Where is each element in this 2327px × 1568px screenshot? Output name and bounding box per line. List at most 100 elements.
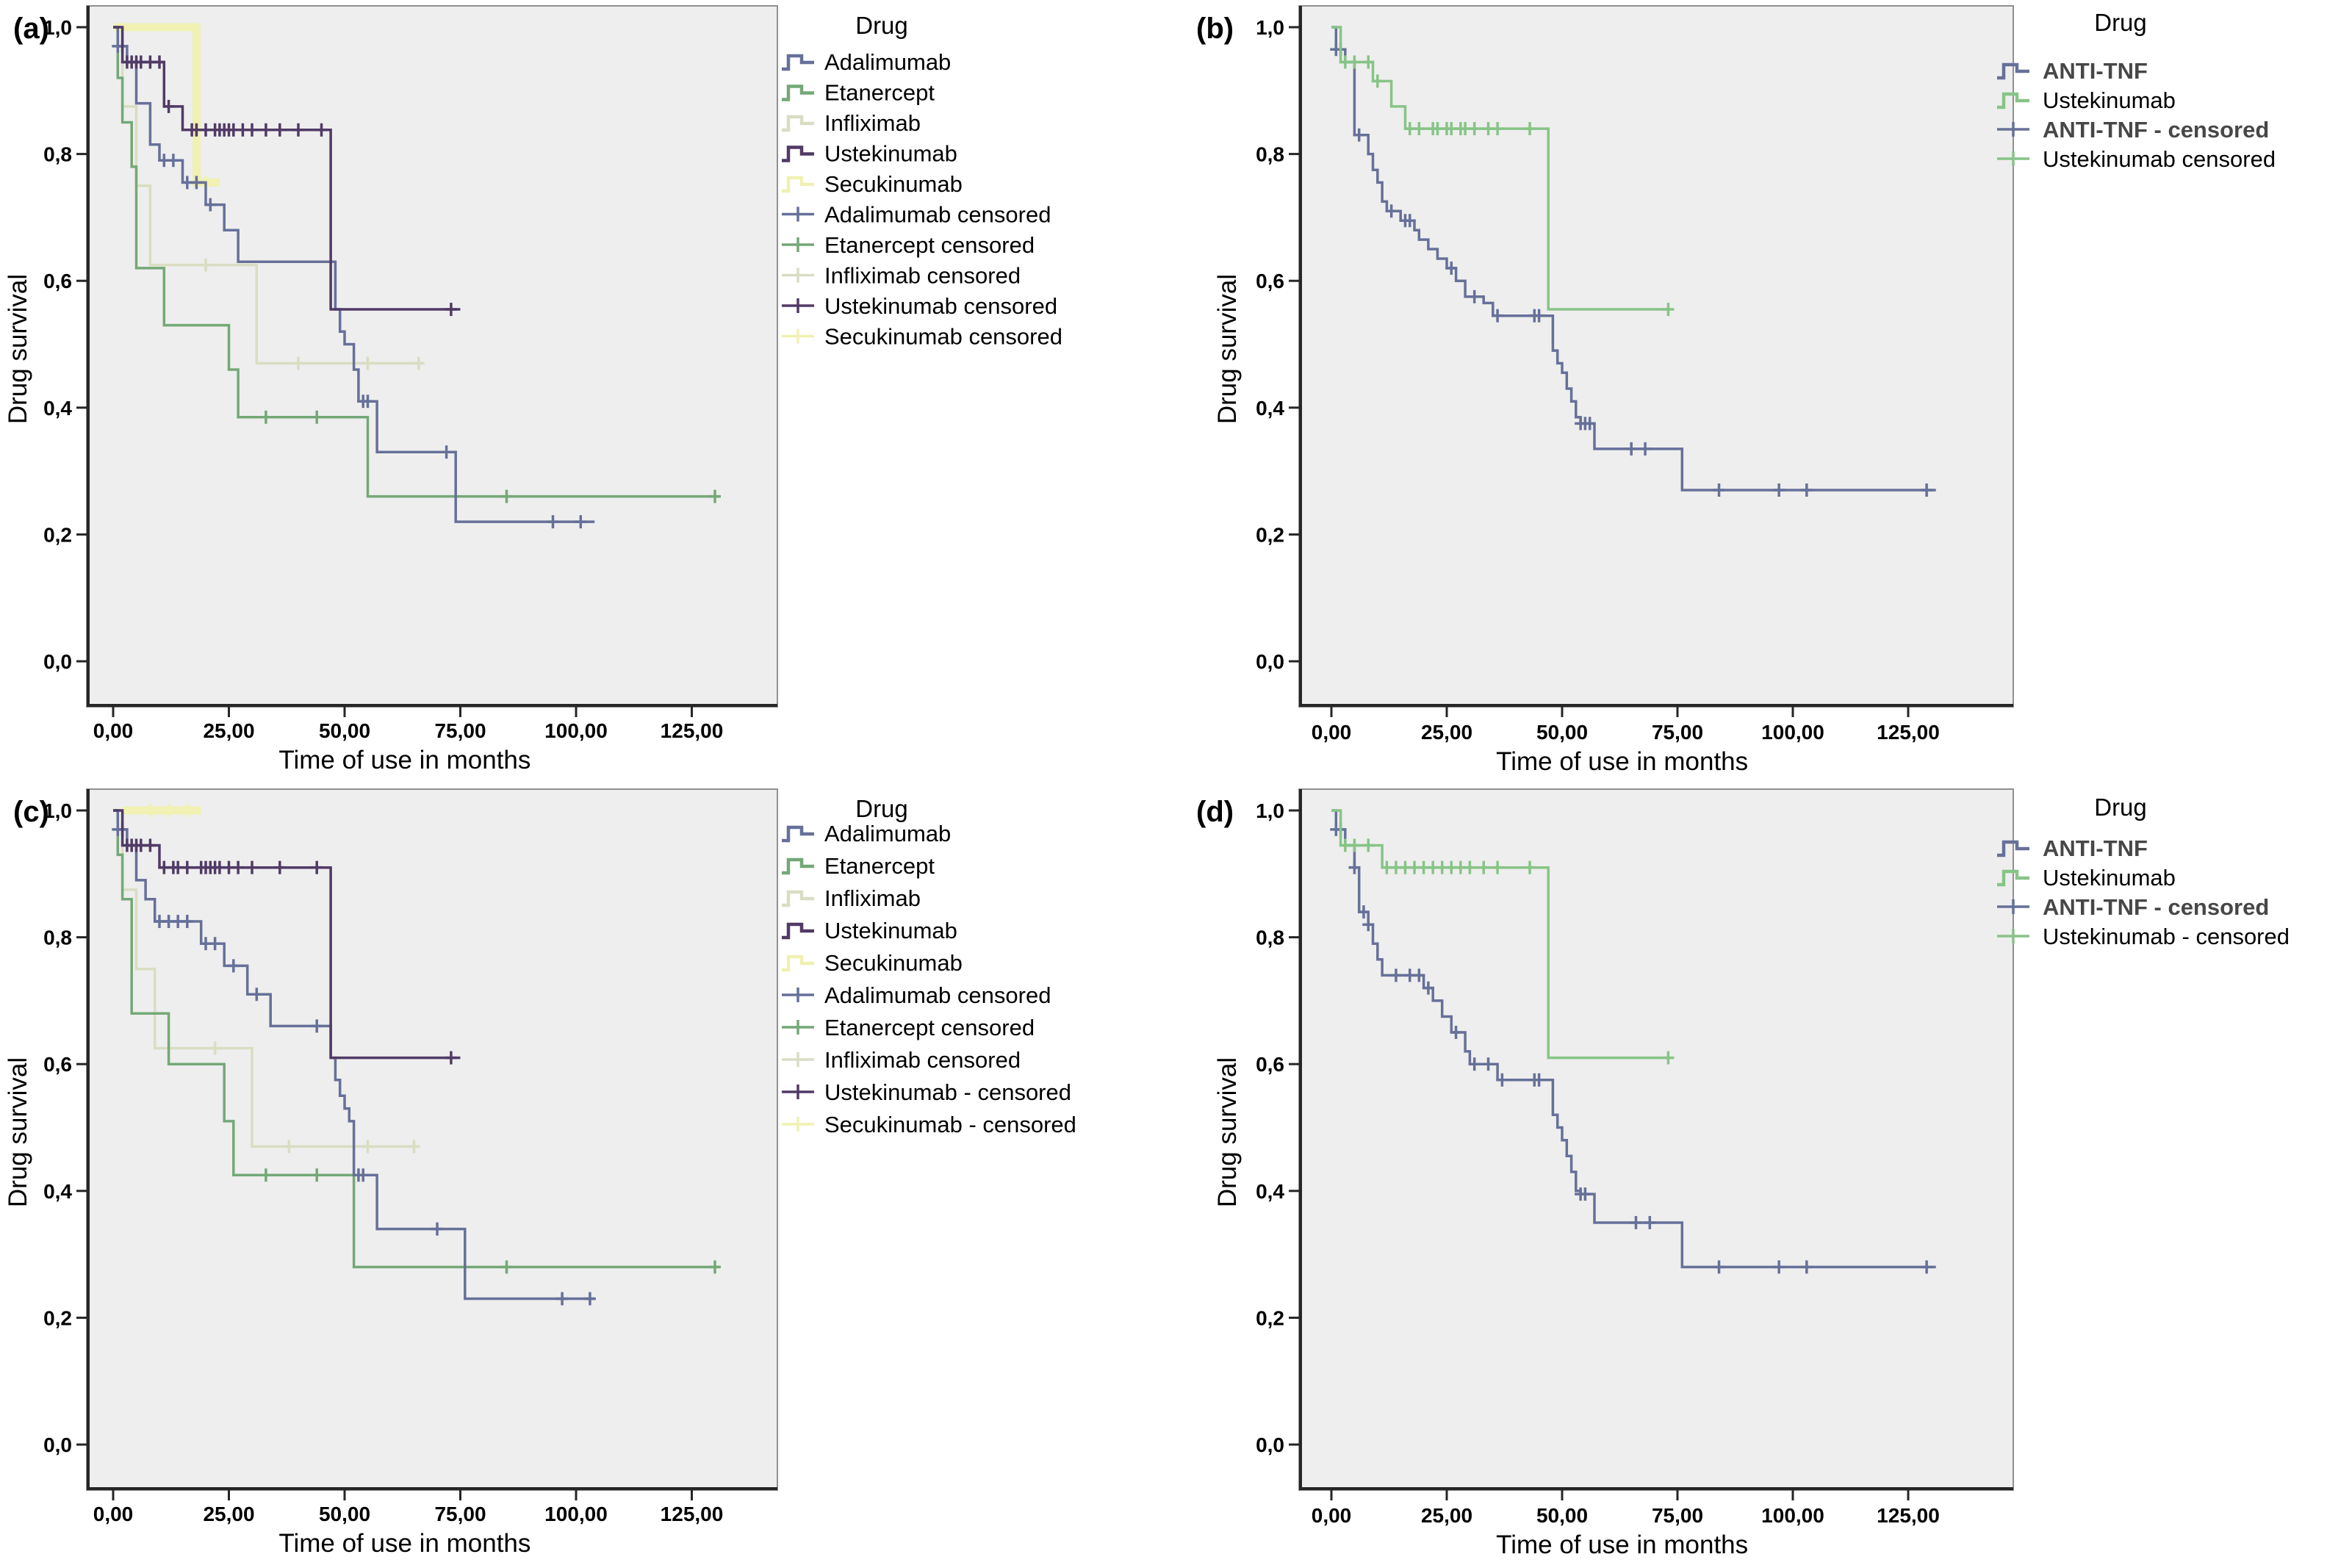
- series-secukinumab-censor-marks: [144, 804, 193, 817]
- x-tick-label: 75,00: [1652, 721, 1703, 744]
- y-axis-title: Drug survival: [1213, 274, 1242, 424]
- x-axis-title: Time of use in months: [278, 1529, 531, 1558]
- y-tick-label: 0,6: [1256, 270, 1284, 292]
- x-tick-label: 0,00: [93, 719, 134, 742]
- legend-item-label: Secukinumab - censored: [824, 1112, 1076, 1137]
- legend-item-adalimumab: Adalimumab: [782, 49, 951, 75]
- x-tick-label: 100,00: [1761, 1504, 1824, 1527]
- legend-item-label: ANTI-TNF - censored: [2043, 117, 2269, 143]
- plot-area: [1298, 788, 2014, 1491]
- legend-item-secukinumab: Secukinumab: [782, 171, 963, 197]
- legend-item-label: ANTI-TNF: [2043, 835, 2148, 861]
- y-tick-label: 0,8: [43, 143, 72, 166]
- legend-item-label: ANTI-TNF: [2043, 58, 2148, 84]
- panel-b: 0,00 25,00 50,00 75,00 100,00 125,00 1,0 0,8 0,6…: [1196, 5, 2276, 776]
- series-etanercept-censor-marks: [259, 410, 721, 503]
- y-tick-label: 1,0: [1256, 799, 1284, 822]
- legend-item-adalimumab: Adalimumab: [782, 821, 951, 846]
- legend-item-ustekinumab: Ustekinumab: [1997, 87, 2176, 113]
- y-tick-label: 0,0: [1256, 1434, 1284, 1456]
- y-tick-label: 0,2: [1256, 1306, 1284, 1329]
- series-adalimumab-line: [113, 26, 595, 523]
- y-tick-label: 0,0: [1256, 650, 1284, 673]
- x-tick-label: 75,00: [434, 1503, 486, 1525]
- x-tick-label: 0,00: [1312, 721, 1352, 744]
- legend-item-secukinumab-censored: Secukinumab censored: [782, 324, 1062, 350]
- series-ustekinumab-line: [1331, 26, 1669, 311]
- legend-line-swatch-icon: [782, 54, 814, 71]
- legend-item-label: Infliximab: [824, 885, 921, 911]
- series-ustekinumab-line: [1331, 809, 1669, 1060]
- legend: Drug Adalimumab Etanercept Infliximab Usteki…: [782, 12, 1062, 350]
- legend-item-label: Adalimumab: [824, 49, 951, 75]
- y-tick-label: 0,2: [43, 1306, 72, 1329]
- x-axis-title: Time of use in months: [1496, 1531, 1748, 1559]
- y-tick-label: 0,4: [1256, 397, 1284, 420]
- series-ustekinumab-censor-marks: [121, 55, 457, 317]
- legend-item-ustekinumab-censored: Ustekinumab - censored: [1997, 924, 2290, 949]
- x-tick-label: 75,00: [434, 719, 486, 742]
- legend-item-etanercept-censored: Etanercept censored: [782, 1015, 1035, 1040]
- legend-item-label: Infliximab censored: [824, 1047, 1021, 1073]
- series-etanercept-line: [113, 26, 720, 498]
- legend-item-anti-tnf: ANTI-TNF: [1997, 835, 2148, 861]
- series-etanercept-line: [113, 809, 720, 1269]
- y-tick-label: 0,8: [1256, 143, 1284, 166]
- legend-item-label: Secukinumab censored: [824, 324, 1062, 350]
- legend-item-ustekinumab: Ustekinumab: [782, 141, 957, 167]
- panel-c: 0,00 25,00 50,00 75,00 100,00 125,00 1,0 0,8 0,6…: [4, 788, 1076, 1558]
- legend-item-etanercept-censored: Etanercept censored: [782, 232, 1035, 258]
- legend-item-label: Ustekinumab: [2043, 865, 2176, 891]
- series-anti-tnf-censor-marks: [1330, 43, 1933, 497]
- y-tick-label: 1,0: [43, 799, 72, 822]
- legend-title: Drug: [855, 12, 908, 39]
- legend-item-label: Etanercept: [824, 853, 935, 879]
- x-tick-label: 100,00: [544, 1503, 608, 1525]
- legend-line-swatch-icon: [1997, 840, 2029, 857]
- legend-item-ustekinumab-censored: Ustekinumab censored: [782, 293, 1057, 319]
- legend-line-swatch-icon: [1997, 92, 2029, 109]
- x-tick-label: 0,00: [1312, 1504, 1352, 1527]
- y-tick-label: 0,4: [43, 397, 72, 420]
- legend-item-label: Infliximab censored: [824, 263, 1021, 289]
- panel-a: 0,00 25,00 50,00 75,00 100,00 125,00 1,0 0,8 0,6…: [4, 5, 1062, 774]
- panel-label: (a): [13, 12, 49, 45]
- legend-item-secukinumab-censored: Secukinumab - censored: [782, 1112, 1076, 1137]
- series-infliximab-line: [113, 26, 424, 365]
- legend-line-swatch-icon: [782, 115, 814, 132]
- legend-line-swatch-icon: [1997, 869, 2029, 887]
- legend-item-label: Secukinumab: [824, 950, 963, 976]
- plot-area: [86, 788, 778, 1491]
- legend: DrugAdalimumabEtanerceptInfliximabUsteki…: [782, 795, 1076, 1137]
- x-tick-label: 75,00: [1652, 1504, 1703, 1527]
- legend-item-etanercept: Etanercept: [782, 80, 935, 106]
- legend-item-label: Ustekinumab - censored: [2043, 924, 2290, 949]
- panel-label: (b): [1196, 12, 1234, 45]
- legend-item-label: Adalimumab censored: [824, 202, 1051, 228]
- y-tick-label: 1,0: [1256, 16, 1284, 39]
- y-tick-label: 0,4: [1256, 1180, 1284, 1203]
- series-ustekinumab-censor-marks: [1339, 838, 1675, 1065]
- x-tick-label: 50,00: [319, 719, 370, 742]
- legend-line-swatch-icon: [782, 890, 814, 907]
- y-axis-title: Drug survival: [4, 1057, 32, 1207]
- x-tick-label: 50,00: [1536, 1504, 1588, 1527]
- y-tick-label: 0,8: [1256, 927, 1284, 949]
- legend-item-infliximab: Infliximab: [782, 110, 921, 136]
- legend-title: Drug: [2094, 9, 2147, 36]
- legend-item-label: Ustekinumab: [2043, 87, 2176, 113]
- panel-label: (d): [1196, 796, 1234, 828]
- legend-line-swatch-icon: [782, 84, 814, 101]
- series-infliximab-line: [113, 809, 419, 1148]
- x-tick-label: 100,00: [1761, 721, 1824, 744]
- x-axis-title: Time of use in months: [1496, 747, 1748, 776]
- series-ustekinumab-line: [113, 809, 461, 1060]
- plot-area: [86, 5, 778, 708]
- panel-d: 0,00 25,00 50,00 75,00 100,00 125,00 1,0 0,8 0,6…: [1196, 788, 2290, 1559]
- y-tick-label: 0,2: [43, 523, 72, 546]
- series-infliximab-censor-marks: [209, 1041, 420, 1154]
- legend-item-adalimumab-censored: Adalimumab censored: [782, 982, 1051, 1008]
- x-tick-label: 100,00: [544, 719, 608, 742]
